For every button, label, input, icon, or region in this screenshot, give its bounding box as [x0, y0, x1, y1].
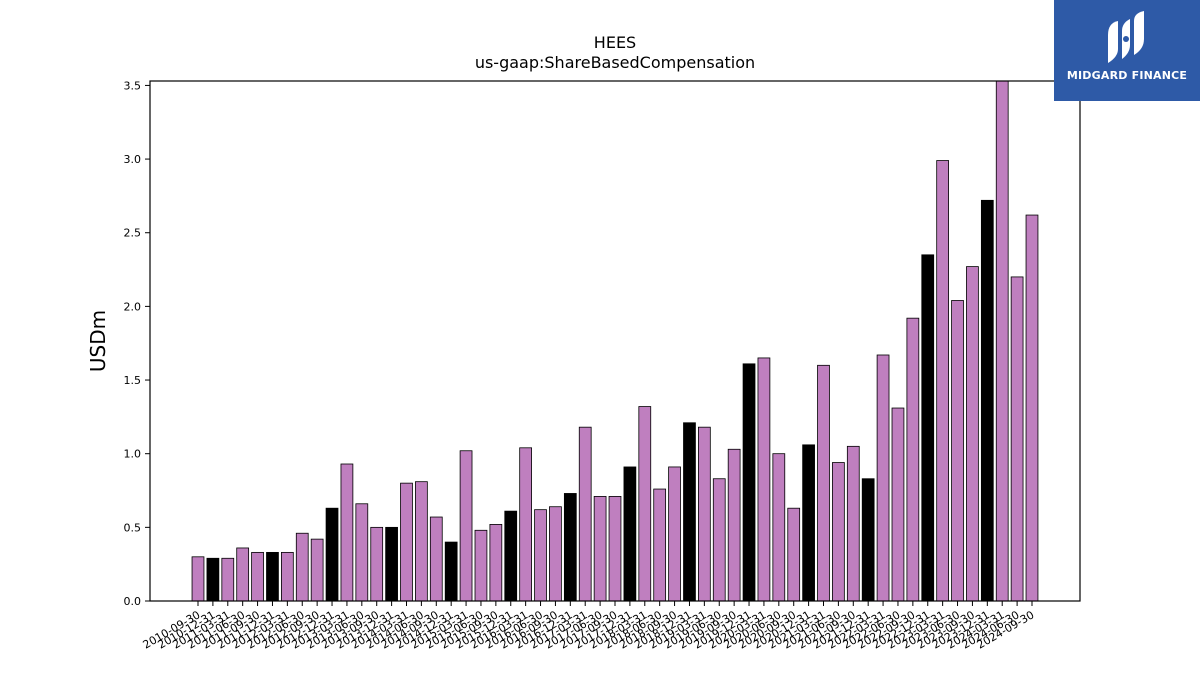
bar-2019-06-30 [712, 478, 726, 602]
bar-2021-09-30 [846, 445, 860, 602]
bar-2012-06-30 [295, 532, 309, 602]
bar-2018-12-31 [683, 422, 696, 602]
bar-2014-09-30 [429, 516, 443, 602]
bar-2022-12-31 [921, 254, 935, 602]
bar-2016-03-31 [519, 447, 533, 602]
bar-2011-09-30 [251, 551, 264, 602]
bar-2020-12-31 [802, 444, 815, 602]
bar-2014-12-31 [444, 541, 458, 602]
y-tick-label: 1.5 [124, 374, 142, 387]
x-axis: 2010-09-302010-12-312011-03-312011-06-30… [141, 601, 1037, 652]
bar-2012-12-31 [325, 507, 339, 602]
y-tick-label: 0.5 [124, 521, 142, 534]
y-tick-label: 3.5 [124, 79, 142, 92]
bar-2016-12-31 [563, 493, 577, 602]
bar-2019-12-31 [742, 363, 756, 602]
bar-2019-09-30 [727, 448, 741, 602]
bars-layer [191, 80, 1039, 602]
bar-2017-03-31 [578, 426, 592, 602]
bar-2021-12-31 [861, 478, 875, 602]
bar-2012-03-31 [280, 551, 294, 602]
bar-2018-06-30 [653, 488, 667, 602]
bar-2016-09-30 [549, 506, 562, 602]
bar-2024-03-31 [995, 80, 1009, 602]
bar-2010-12-31 [206, 557, 220, 602]
bar-2014-03-31 [400, 482, 413, 602]
bar-2015-12-31 [504, 510, 518, 602]
bar-2011-03-31 [221, 557, 235, 602]
bar-2024-06-30 [1010, 276, 1024, 602]
bar-2021-03-31 [817, 364, 830, 602]
y-tick-label: 3.0 [124, 153, 142, 166]
bar-2011-12-31 [266, 551, 279, 602]
chart-title: HEES [594, 33, 636, 52]
bar-2023-06-30 [951, 300, 964, 602]
bar-2017-12-31 [623, 466, 637, 602]
bar-2022-03-31 [876, 354, 890, 602]
y-axis-label: USDm [86, 310, 110, 372]
y-tick-label: 1.0 [124, 448, 142, 461]
bar-2015-09-30 [489, 524, 503, 602]
bar-2015-06-30 [474, 529, 488, 602]
bar-2013-09-30 [370, 526, 384, 602]
bar-2017-09-30 [608, 496, 622, 602]
chart-subtitle: us-gaap:ShareBasedCompensation [475, 53, 755, 72]
bar-2013-12-31 [385, 526, 398, 602]
bar-2023-12-31 [980, 199, 994, 602]
bar-2012-09-30 [310, 538, 324, 602]
bar-2020-09-30 [787, 507, 801, 602]
bar-2017-06-30 [593, 496, 607, 602]
bar-2023-09-30 [966, 266, 979, 602]
bar-2014-06-30 [415, 481, 428, 602]
midgard-finance-logo: MIDGARD FINANCE [1054, 0, 1200, 101]
y-axis: 0.0 0.5 1.0 1.5 2.0 2.5 3.0 3.5 [124, 79, 150, 608]
bar-2022-06-30 [891, 407, 905, 602]
bar-2018-09-30 [668, 466, 681, 602]
bar-2010-09-30 [191, 556, 205, 602]
bar-2018-03-31 [638, 406, 652, 602]
bar-2022-09-30 [906, 317, 920, 602]
logo-text: MIDGARD FINANCE [1066, 69, 1188, 82]
y-tick-label: 2.0 [124, 300, 142, 313]
bar-2011-06-30 [236, 547, 250, 602]
bar-2020-03-31 [757, 357, 771, 602]
y-tick-label: 2.5 [124, 227, 142, 240]
bar-2020-06-30 [772, 453, 786, 602]
bar-2013-03-31 [340, 463, 354, 602]
bar-2016-06-30 [534, 509, 547, 602]
plot-frame [149, 80, 1081, 602]
bar-2021-06-30 [832, 462, 845, 602]
bar-2024-09-30 [1025, 214, 1039, 602]
y-tick-label: 0.0 [124, 595, 142, 608]
bar-2019-03-31 [698, 426, 711, 602]
bar-2015-03-31 [459, 450, 473, 602]
bar-2023-03-31 [936, 160, 950, 602]
logo-mark-icon [1108, 11, 1144, 63]
bar-2013-06-30 [355, 503, 369, 602]
